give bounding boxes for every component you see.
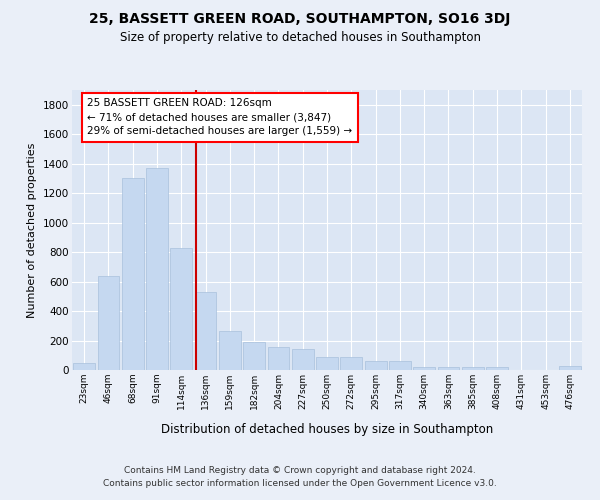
Text: 25 BASSETT GREEN ROAD: 126sqm
← 71% of detached houses are smaller (3,847)
29% o: 25 BASSETT GREEN ROAD: 126sqm ← 71% of d… — [88, 98, 352, 136]
Bar — [268, 347, 289, 370]
Bar — [486, 368, 508, 370]
Bar — [194, 292, 217, 370]
Bar — [316, 356, 338, 370]
Bar — [462, 368, 484, 370]
Bar — [365, 361, 386, 370]
Y-axis label: Number of detached properties: Number of detached properties — [28, 142, 37, 318]
Bar — [170, 248, 192, 370]
Bar — [559, 366, 581, 370]
Bar — [122, 178, 143, 370]
Bar — [73, 362, 95, 370]
Bar — [146, 168, 168, 370]
Bar — [437, 368, 460, 370]
Bar — [413, 367, 435, 370]
Text: Contains HM Land Registry data © Crown copyright and database right 2024.
Contai: Contains HM Land Registry data © Crown c… — [103, 466, 497, 487]
Text: Size of property relative to detached houses in Southampton: Size of property relative to detached ho… — [119, 31, 481, 44]
Bar — [340, 357, 362, 370]
Text: 25, BASSETT GREEN ROAD, SOUTHAMPTON, SO16 3DJ: 25, BASSETT GREEN ROAD, SOUTHAMPTON, SO1… — [89, 12, 511, 26]
Bar — [97, 276, 119, 370]
Bar — [389, 361, 411, 370]
Bar — [243, 342, 265, 370]
Bar — [292, 350, 314, 370]
Bar — [219, 331, 241, 370]
Text: Distribution of detached houses by size in Southampton: Distribution of detached houses by size … — [161, 422, 493, 436]
